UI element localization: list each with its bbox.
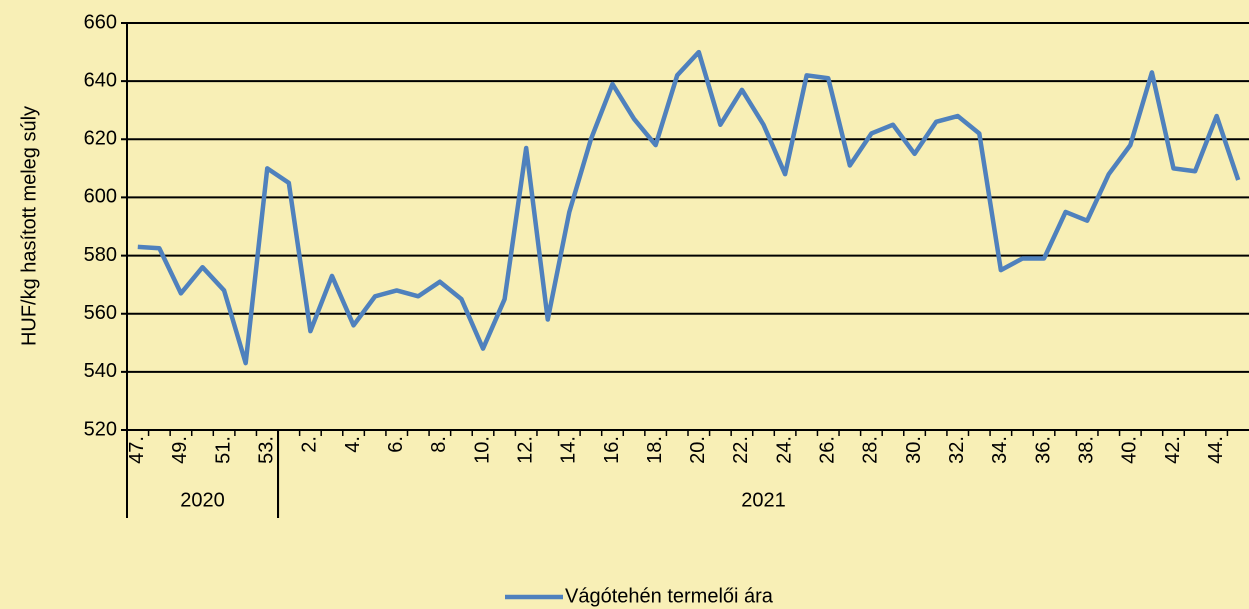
line [137,49,1241,366]
x-tick-label: 53. [256,436,278,464]
y-tick-label: 560 [84,302,117,324]
group-label: 2020 [180,489,225,511]
x-tick-label: 36. [1032,436,1054,464]
x-tick-label: 28. [860,436,882,464]
x-tick-label: 20. [687,436,709,464]
x-tick-label: 16. [601,436,623,464]
x-tick-label: 49. [169,436,191,464]
y-tick-label: 660 [84,11,117,33]
x-tick-label: 34. [989,436,1011,464]
group-label: 2021 [741,489,786,511]
y-tick-label: 540 [84,360,117,382]
y-tick-label: 580 [84,244,117,266]
x-tick-label: 38. [1075,436,1097,464]
y-tick-label: 600 [84,186,117,208]
x-tick-label: 22. [730,436,752,464]
x-tick-label: 18. [644,436,666,464]
legend-label: Vágótehén termelői ára [565,585,774,607]
x-tick-label: 40. [1119,436,1141,464]
x-tick-label: 14. [558,436,580,464]
x-tick-label: 42. [1162,436,1184,464]
y-tick-label: 620 [84,128,117,150]
x-tick-label: 51. [212,436,234,464]
x-tick-label: 26. [817,436,839,464]
y-tick-label: 520 [84,418,117,440]
y-axis-label: HUF/kg hasított meleg súly [18,106,40,346]
x-tick-label: 47. [126,436,148,464]
x-tick-label: 10. [471,436,493,464]
x-tick-label: 44. [1205,436,1227,464]
y-tick-label: 640 [84,69,117,91]
x-tick-label: 30. [903,436,925,464]
x-tick-label: 32. [946,436,968,464]
x-tick-label: 4. [342,436,364,453]
x-tick-label: 2. [299,436,321,453]
x-tick-label: 12. [514,436,536,464]
x-tick-label: 6. [385,436,407,453]
x-tick-label: 8. [428,436,450,453]
x-tick-label: 24. [773,436,795,464]
